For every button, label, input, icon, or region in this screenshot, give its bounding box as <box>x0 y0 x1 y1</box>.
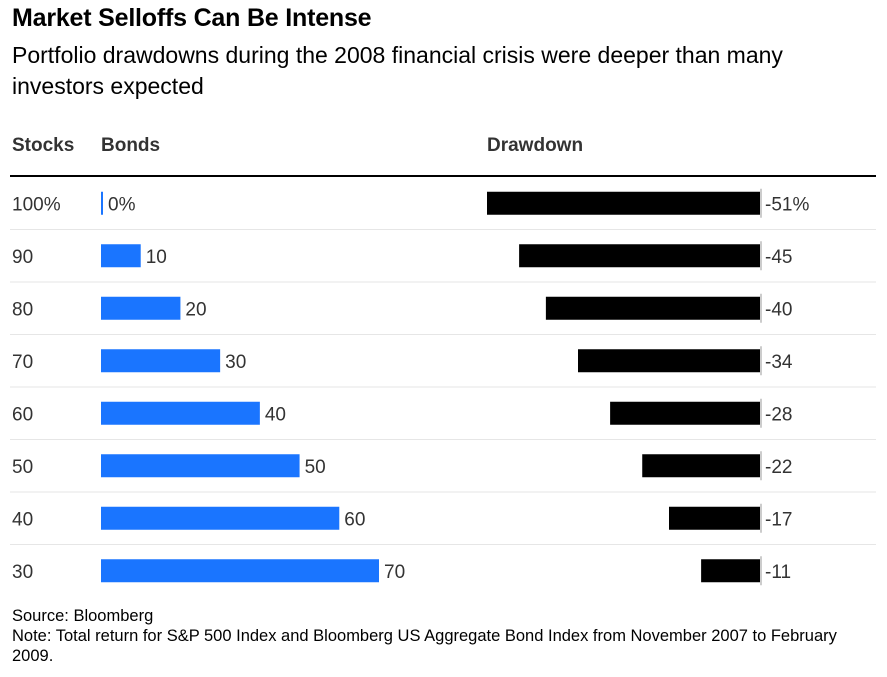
bonds-bar <box>101 401 260 425</box>
stocks-label: 90 <box>12 247 33 268</box>
bonds-value-label: 40 <box>265 404 286 425</box>
stocks-label: 50 <box>12 457 33 478</box>
drawdown-value-label: -51% <box>765 194 809 215</box>
bonds-value-label: 70 <box>384 562 405 583</box>
drawdown-bar <box>519 244 760 268</box>
column-header-stocks: Stocks <box>12 135 75 156</box>
chart-footer: Source: Bloomberg Note: Total return for… <box>12 606 872 666</box>
drawdown-value-label: -34 <box>765 352 793 373</box>
bonds-value-label: 10 <box>146 247 167 268</box>
bonds-bar <box>101 349 221 373</box>
drawdown-bar <box>487 191 760 215</box>
stocks-label: 70 <box>12 352 33 373</box>
stocks-label: 80 <box>12 299 33 320</box>
drawdown-value-label: -17 <box>765 509 792 530</box>
stocks-label: 60 <box>12 404 33 425</box>
header-rule <box>10 175 876 177</box>
bonds-bar <box>101 296 181 320</box>
bonds-bar <box>101 454 300 478</box>
stocks-label: 30 <box>12 562 33 583</box>
drawdown-bar <box>578 349 760 373</box>
drawdown-bar <box>610 401 760 425</box>
drawdown-bar <box>545 296 760 320</box>
drawdown-value-label: -22 <box>765 457 792 478</box>
methodology-note: Note: Total return for S&P 500 Index and… <box>12 627 837 665</box>
drawdown-value-label: -28 <box>765 404 792 425</box>
drawdown-value-label: -40 <box>765 299 792 320</box>
bonds-bar <box>101 244 141 268</box>
bonds-bar <box>101 559 379 583</box>
bonds-bar <box>101 506 340 530</box>
bonds-value-label: 20 <box>185 299 206 320</box>
drawdown-value-label: -11 <box>765 562 791 583</box>
drawdown-value-label: -45 <box>765 247 792 268</box>
chart-subtitle: Portfolio drawdowns during the 2008 fina… <box>12 42 783 99</box>
bonds-value-label: 60 <box>344 509 365 530</box>
drawdown-bar <box>642 454 760 478</box>
bonds-value-label: 50 <box>305 457 326 478</box>
drawdown-bar <box>701 559 760 583</box>
source-note: Source: Bloomberg <box>12 607 154 625</box>
column-header-drawdown: Drawdown <box>487 135 584 156</box>
stocks-label: 40 <box>12 509 33 530</box>
bonds-bar <box>101 191 103 215</box>
column-header-bonds: Bonds <box>101 135 161 156</box>
chart-title: Market Selloffs Can Be Intense <box>12 4 372 32</box>
drawdown-bar <box>669 506 760 530</box>
stocks-label: 100% <box>12 194 61 215</box>
bonds-value-label: 0% <box>108 194 136 215</box>
bonds-value-label: 30 <box>225 352 246 373</box>
